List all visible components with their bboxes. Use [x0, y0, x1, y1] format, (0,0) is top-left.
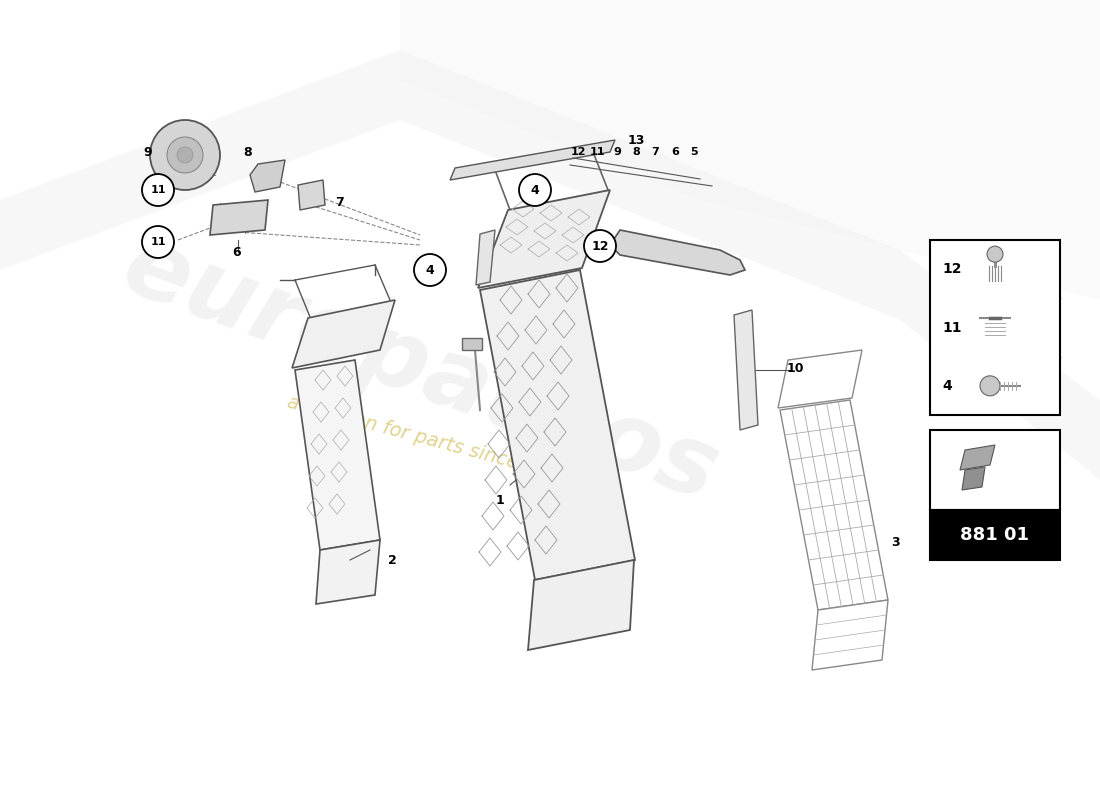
Text: 7: 7 [651, 147, 659, 157]
Polygon shape [298, 180, 324, 210]
Bar [462, 338, 482, 350]
Text: 5: 5 [690, 147, 697, 157]
Text: 7: 7 [336, 195, 344, 209]
Bar [930, 240, 1060, 415]
Text: 1: 1 [496, 494, 505, 506]
Polygon shape [478, 190, 610, 288]
Circle shape [167, 137, 204, 173]
Text: 9: 9 [613, 147, 620, 157]
Polygon shape [476, 230, 495, 285]
Polygon shape [250, 160, 285, 192]
Polygon shape [778, 350, 862, 408]
Polygon shape [610, 230, 745, 275]
Polygon shape [316, 540, 380, 604]
Circle shape [150, 120, 220, 190]
Text: 8: 8 [244, 146, 252, 158]
Text: 2: 2 [387, 554, 396, 566]
Text: 6: 6 [233, 246, 241, 258]
Text: 12: 12 [942, 262, 961, 276]
Polygon shape [400, 0, 1100, 300]
Circle shape [142, 226, 174, 258]
Bar [930, 430, 1060, 510]
Polygon shape [0, 50, 1100, 480]
Text: 11: 11 [151, 185, 166, 195]
Text: 4: 4 [530, 183, 539, 197]
Polygon shape [960, 445, 996, 470]
Text: 12: 12 [592, 239, 608, 253]
Polygon shape [962, 467, 984, 490]
Text: 4: 4 [426, 263, 434, 277]
Circle shape [980, 376, 1000, 396]
Polygon shape [292, 300, 395, 368]
Polygon shape [734, 310, 758, 430]
Text: 3: 3 [891, 535, 900, 549]
Polygon shape [812, 600, 888, 670]
Text: 8: 8 [632, 147, 640, 157]
Text: 9: 9 [144, 146, 152, 158]
Text: 11: 11 [151, 237, 166, 247]
Circle shape [584, 230, 616, 262]
Text: 13: 13 [627, 134, 645, 146]
Text: 881 01: 881 01 [960, 526, 1030, 544]
Circle shape [519, 174, 551, 206]
Polygon shape [528, 560, 634, 650]
Circle shape [142, 174, 174, 206]
Text: 12: 12 [570, 147, 585, 157]
Text: 10: 10 [786, 362, 804, 374]
Text: a passion for parts since 1985: a passion for parts since 1985 [285, 393, 574, 487]
Text: europautos: europautos [110, 219, 730, 521]
Polygon shape [480, 270, 635, 580]
Polygon shape [780, 400, 888, 610]
Bar [930, 510, 1060, 560]
Text: 11: 11 [942, 321, 961, 334]
Polygon shape [295, 360, 380, 550]
Polygon shape [450, 140, 615, 180]
Circle shape [177, 147, 192, 163]
Circle shape [414, 254, 446, 286]
Text: 11: 11 [590, 147, 605, 157]
Text: 4: 4 [942, 379, 952, 393]
Text: 6: 6 [671, 147, 679, 157]
Polygon shape [210, 200, 268, 235]
Circle shape [987, 246, 1003, 262]
